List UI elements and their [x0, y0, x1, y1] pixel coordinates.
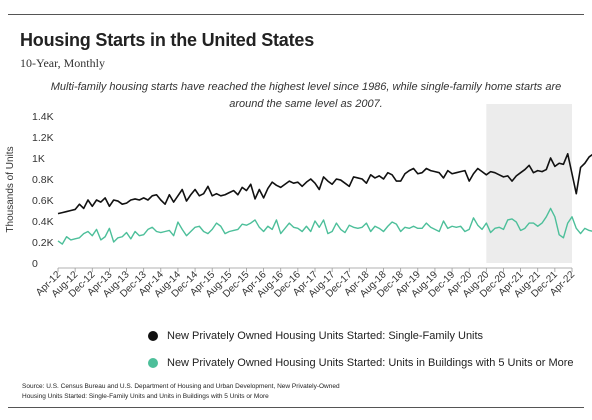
y-axis-label: Thousands of Units [5, 146, 16, 232]
legend-marker-multi-family [148, 358, 158, 368]
chart-title: Housing Starts in the United States [20, 30, 315, 50]
legend-item-multi-family: New Privately Owned Housing Units Starte… [148, 357, 574, 369]
chart-annotation: Multi-family housing starts have reached… [50, 81, 562, 110]
legend-marker-single-family [148, 331, 158, 341]
y-tick-label: 1K [32, 153, 45, 165]
y-tick-label: 0.2K [32, 237, 54, 249]
legend-label-multi-family: New Privately Owned Housing Units Starte… [167, 357, 574, 369]
series-line-multi-family [57, 207, 592, 245]
legend-item-single-family: New Privately Owned Housing Units Starte… [148, 330, 483, 342]
legend-label-single-family: New Privately Owned Housing Units Starte… [167, 330, 484, 342]
highlight-region [486, 104, 572, 263]
y-tick-label: 0.6K [32, 195, 54, 207]
y-tick-label: 0.4K [32, 216, 54, 228]
y-tick-label: 0.8K [32, 174, 54, 186]
y-tick-label: 1.4K [32, 111, 54, 123]
top-rule [8, 14, 584, 15]
chart-subtitle: 10-Year, Monthly [20, 56, 105, 70]
y-tick-label: 0 [32, 258, 38, 270]
y-tick-label: 1.2K [32, 132, 54, 144]
series-line-single-family [57, 153, 592, 215]
bottom-rule [8, 407, 584, 408]
source-note: Source: U.S. Census Bureau and U.S. Depa… [22, 383, 340, 400]
